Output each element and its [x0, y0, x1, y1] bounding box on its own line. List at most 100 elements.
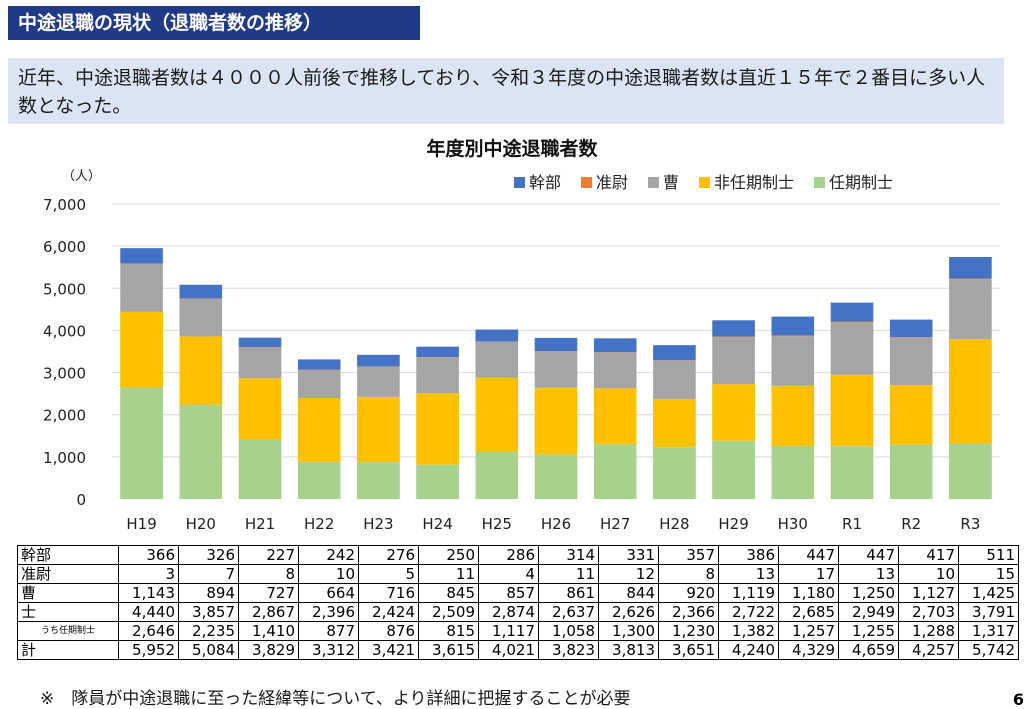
bar-segment	[357, 397, 400, 462]
bar-segment	[771, 386, 814, 446]
table-cell: 1,382	[719, 622, 779, 641]
table-cell: 2,626	[599, 603, 659, 622]
table-cell: 1,317	[959, 622, 1019, 641]
legend-swatch	[514, 177, 525, 188]
legend-label: 非任期制士	[714, 173, 794, 192]
table-cell: 2,703	[899, 603, 959, 622]
table-cell: 3,857	[179, 603, 239, 622]
y-tick-label: 0	[76, 491, 86, 509]
table-cell: 2,685	[779, 603, 839, 622]
table-cell: 2,235	[179, 622, 239, 641]
table-cell: 3,312	[299, 641, 359, 660]
bar-segment	[594, 388, 637, 444]
table-cell: 417	[899, 546, 959, 565]
table-cell: 1,058	[539, 622, 599, 641]
table-row-label: 准尉	[18, 565, 119, 584]
bar-segment	[712, 337, 755, 338]
table-cell: 12	[599, 565, 659, 584]
bar-segment	[594, 338, 637, 352]
table-cell: 3,829	[239, 641, 299, 660]
bar-segment	[535, 454, 578, 499]
table-cell: 1,410	[239, 622, 299, 641]
x-tick-label: R2	[901, 515, 921, 533]
bar-segment	[475, 452, 518, 499]
table-cell: 1,250	[839, 584, 899, 603]
bar-segment	[416, 347, 459, 358]
bar-segment	[890, 320, 933, 338]
table-cell: 5	[359, 565, 419, 584]
table-cell: 2,366	[659, 603, 719, 622]
x-tick-label: H24	[422, 515, 452, 533]
table-cell: 716	[359, 584, 419, 603]
x-tick-label: H26	[541, 515, 571, 533]
chart-title: 年度別中途退職者数	[0, 134, 1024, 161]
table-cell: 857	[479, 584, 539, 603]
x-tick-label: H25	[482, 515, 512, 533]
bar-segment	[771, 335, 814, 336]
table-cell: 17	[779, 565, 839, 584]
bar-segment	[298, 370, 341, 398]
table-cell: 727	[239, 584, 299, 603]
table-cell: 8	[659, 565, 719, 584]
table-cell: 5,742	[959, 641, 1019, 660]
legend-label: 准尉	[596, 173, 628, 192]
bar-segment	[298, 462, 341, 499]
table-cell: 844	[599, 584, 659, 603]
table-cell: 1,180	[779, 584, 839, 603]
bar-segment	[949, 279, 992, 280]
table-cell: 876	[359, 622, 419, 641]
y-tick-label: 5,000	[43, 280, 86, 298]
table-cell: 5,952	[119, 641, 179, 660]
bar-segment	[949, 257, 992, 279]
table-cell: 242	[299, 546, 359, 565]
table-cell: 7	[179, 565, 239, 584]
table-row-label: 曹	[18, 584, 119, 603]
bar-segment	[475, 330, 518, 342]
x-tick-label: H29	[718, 515, 748, 533]
table-cell: 1,143	[119, 584, 179, 603]
bar-segment	[653, 345, 696, 360]
table-row-label: 計	[18, 641, 119, 660]
table-cell: 1,127	[899, 584, 959, 603]
table-cell: 447	[839, 546, 899, 565]
table-cell: 4,440	[119, 603, 179, 622]
table-cell: 2,509	[419, 603, 479, 622]
table-cell: 5,084	[179, 641, 239, 660]
bar-segment	[831, 321, 874, 322]
bar-segment	[712, 337, 755, 384]
summary-text: 近年、中途退職者数は４０００人前後で推移しており、令和３年度の中途退職者数は直近…	[8, 58, 1004, 124]
y-tick-label: 6,000	[43, 238, 86, 256]
bar-segment	[712, 320, 755, 336]
table-cell: 4,257	[899, 641, 959, 660]
bar-segment	[416, 393, 459, 464]
table-cell: 4,329	[779, 641, 839, 660]
bar-segment	[831, 303, 874, 322]
table-cell: 2,867	[239, 603, 299, 622]
bar-segment	[831, 375, 874, 446]
table-cell: 4,021	[479, 641, 539, 660]
y-tick-label: 7,000	[43, 196, 86, 214]
bar-segment	[535, 388, 578, 455]
bar-segment	[357, 462, 400, 499]
table-cell: 2,722	[719, 603, 779, 622]
bar-segment	[120, 264, 163, 312]
table-cell: 511	[959, 546, 1019, 565]
table-cell: 894	[179, 584, 239, 603]
table-cell: 13	[839, 565, 899, 584]
bar-segment	[298, 398, 341, 462]
table-cell: 10	[299, 565, 359, 584]
table-row-label: 幹部	[18, 546, 119, 565]
table-cell: 1,425	[959, 584, 1019, 603]
bar-segment	[771, 317, 814, 336]
table-cell: 4,240	[719, 641, 779, 660]
x-tick-label: H27	[600, 515, 630, 533]
bar-segment	[949, 339, 992, 443]
table-row-label: 士	[18, 603, 119, 622]
legend-swatch	[648, 177, 659, 188]
table-cell: 1,119	[719, 584, 779, 603]
legend-swatch	[814, 177, 825, 188]
y-tick-label: 4,000	[43, 322, 86, 340]
